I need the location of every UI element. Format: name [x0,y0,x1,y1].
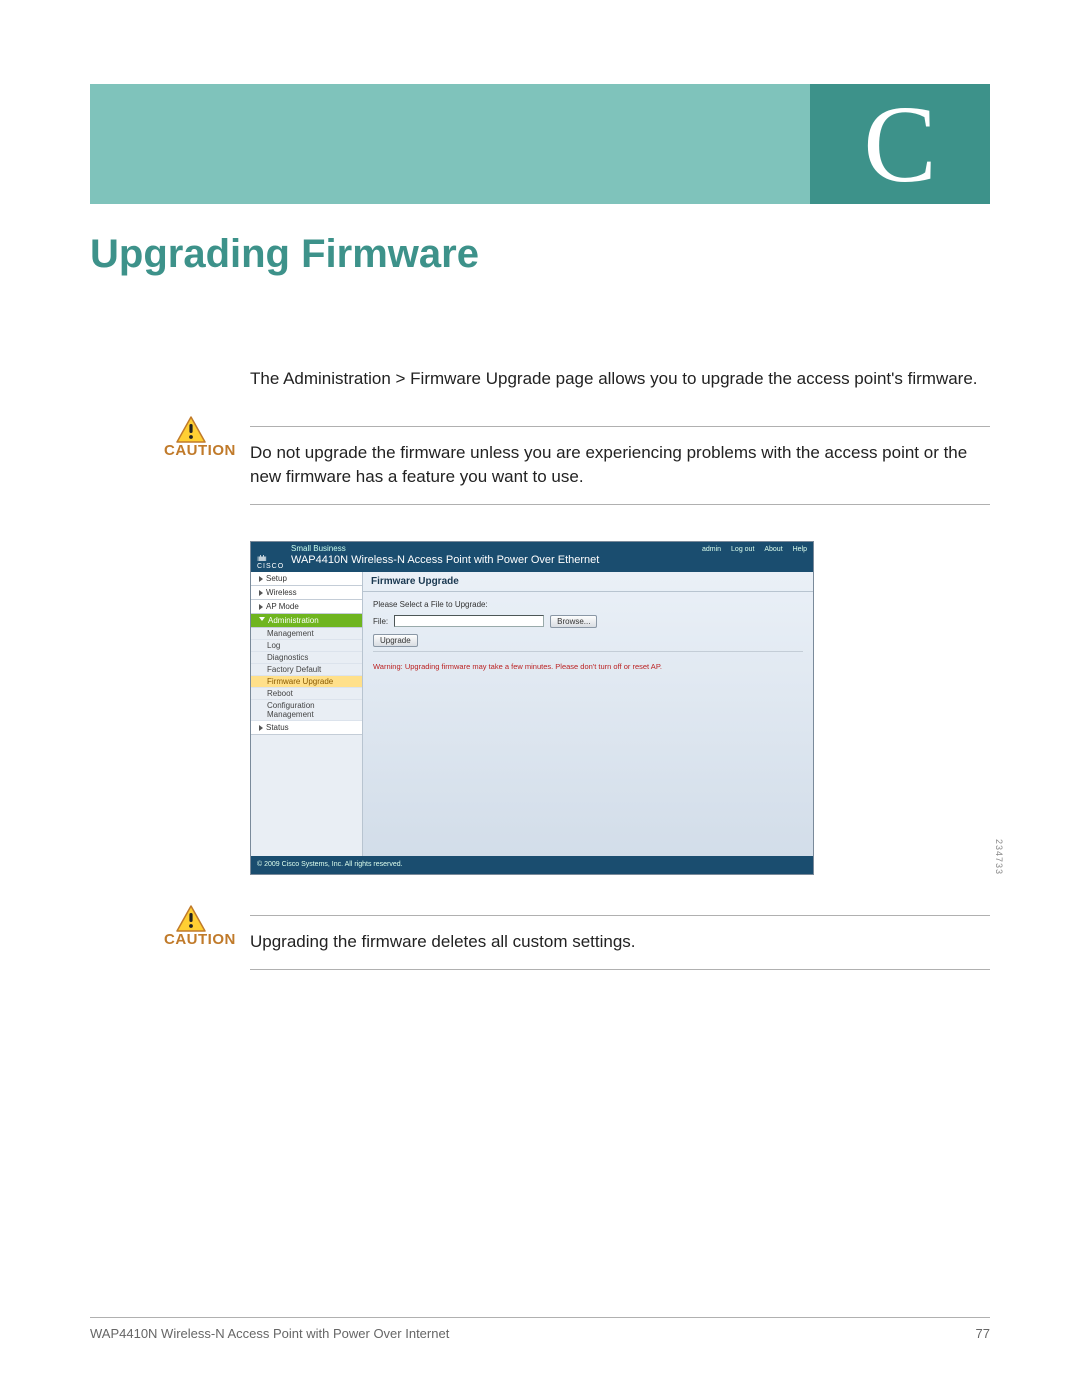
link-admin[interactable]: admin [702,546,721,553]
link-about[interactable]: About [764,546,782,553]
nav-firmware-upgrade[interactable]: Firmware Upgrade [251,676,362,688]
caution-text-1: Do not upgrade the firmware unless you a… [250,441,990,490]
nav-factory-default[interactable]: Factory Default [251,664,362,676]
nav-reboot[interactable]: Reboot [251,688,362,700]
ui-content: Firmware Upgrade Please Select a File to… [363,572,813,858]
banner-right-box: C [810,84,990,204]
prompt-text: Please Select a File to Upgrade: [373,600,803,609]
model-text: WAP4410N Wireless-N Access Point with Po… [291,554,599,566]
nav-status[interactable]: Status [251,721,362,735]
nav-log[interactable]: Log [251,640,362,652]
ui-body: Setup Wireless AP Mode Administration Ma… [251,572,813,858]
ui-header: ıılıılıı CISCO Small Business WAP4410N W… [251,542,813,572]
cisco-logo: ıılıılıı CISCO [257,555,284,570]
document-page: C Upgrading Firmware The Administration … [0,0,1080,1397]
link-logout[interactable]: Log out [731,546,754,553]
ui-footer: © 2009 Cisco Systems, Inc. All rights re… [251,856,813,874]
nav-apmode[interactable]: AP Mode [251,600,362,614]
link-help[interactable]: Help [793,546,807,553]
appendix-letter: C [863,89,936,199]
caution-block-2: CAUTION Upgrading the firmware deletes a… [250,915,990,970]
ui-nav: Setup Wireless AP Mode Administration Ma… [251,572,363,858]
nav-wireless[interactable]: Wireless [251,586,362,600]
admin-ui-screenshot: ıılıılıı CISCO Small Business WAP4410N W… [250,541,814,875]
panel-body: Please Select a File to Upgrade: File: B… [363,592,813,679]
page-footer: WAP4410N Wireless-N Access Point with Po… [90,1317,990,1341]
file-input[interactable] [394,615,544,627]
file-label: File: [373,617,388,626]
warning-text: Warning: Upgrading firmware may take a f… [373,662,803,671]
subbrand-text: Small Business [291,544,346,553]
file-row: File: Browse... [373,615,803,628]
screenshot-figure: ıılıılıı CISCO Small Business WAP4410N W… [250,541,990,875]
nav-diagnostics[interactable]: Diagnostics [251,652,362,664]
figure-id: 234733 [994,839,1004,875]
warning-icon [176,416,206,449]
nav-config-mgmt[interactable]: Configuration Management [251,700,362,721]
banner-left-bar [90,84,810,204]
nav-management[interactable]: Management [251,628,362,640]
panel-title: Firmware Upgrade [363,572,813,592]
appendix-banner: C [90,84,990,204]
nav-administration[interactable]: Administration [251,614,362,628]
nav-setup[interactable]: Setup [251,572,362,586]
footer-page-number: 77 [976,1326,990,1341]
page-title: Upgrading Firmware [90,232,990,277]
browse-button[interactable]: Browse... [550,615,597,628]
footer-product: WAP4410N Wireless-N Access Point with Po… [90,1326,449,1341]
header-links: admin Log out About Help [694,546,807,553]
upgrade-button[interactable]: Upgrade [373,634,418,647]
intro-text: The Administration > Firmware Upgrade pa… [250,367,990,392]
body-column: The Administration > Firmware Upgrade pa… [250,367,990,970]
caution-text-2: Upgrading the firmware deletes all custo… [250,930,636,955]
caution-block-1: CAUTION Do not upgrade the firmware unle… [250,426,990,505]
warning-icon [176,905,206,938]
